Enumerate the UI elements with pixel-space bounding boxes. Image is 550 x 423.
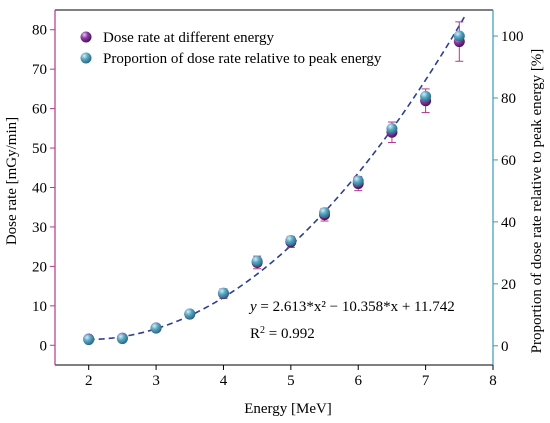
y-left-tick-label: 70 <box>32 62 47 78</box>
legend-marker-dose <box>80 31 92 43</box>
x-tick-label: 2 <box>85 373 93 389</box>
fit-r-squared: R2 = 0.992 <box>250 325 315 343</box>
proportion-point <box>116 333 128 345</box>
proportion-point <box>420 90 432 102</box>
proportion-point <box>453 30 465 42</box>
x-tick-label: 6 <box>354 373 362 389</box>
proportion-point <box>285 234 297 246</box>
y-right-tick-label: 80 <box>501 91 516 107</box>
fit-equation: y = 2.613*x² − 10.358*x + 11.742 <box>248 299 455 315</box>
legend-label-dose: Dose rate at different energy <box>103 30 275 46</box>
x-tick-label: 5 <box>287 373 295 389</box>
proportion-point <box>83 334 95 346</box>
data-points-layer <box>83 21 465 346</box>
y-left-tick-label: 0 <box>40 338 48 354</box>
y-left-tick-label: 40 <box>32 181 47 197</box>
x-tick-label: 8 <box>489 373 497 389</box>
legend-label-proportion: Proportion of dose rate relative to peak… <box>103 51 382 67</box>
proportion-point <box>150 322 162 334</box>
y-left-tick-label: 60 <box>32 102 47 118</box>
legend: Dose rate at different energy Proportion… <box>80 30 382 67</box>
fit-equation-body: 2.613*x² − 10.358*x + 11.742 <box>273 299 455 315</box>
y-right-tick-label: 40 <box>501 215 516 231</box>
y-right-tick-label: 100 <box>501 29 524 45</box>
legend-marker-proportion <box>80 52 92 64</box>
proportion-point <box>217 287 229 299</box>
y-axis-right-label: Proportion of dose rate relative to peak… <box>529 49 545 354</box>
y-left-tick-label: 50 <box>32 141 47 157</box>
x-axis-label: Energy [MeV] <box>244 401 332 417</box>
y-axis-left-label: Dose rate [mGy/min] <box>4 117 20 245</box>
proportion-point <box>319 207 331 219</box>
y-right-tick-label: 20 <box>501 277 516 293</box>
proportion-point <box>251 255 263 267</box>
y-right-tick-label: 60 <box>501 153 516 169</box>
proportion-point <box>386 123 398 135</box>
proportion-point <box>352 175 364 187</box>
y-left-tick-label: 10 <box>32 299 47 315</box>
x-tick-label: 4 <box>220 373 228 389</box>
y-left-tick-label: 30 <box>32 220 47 236</box>
x-tick-label: 7 <box>422 373 430 389</box>
y-left-tick-label: 20 <box>32 259 47 275</box>
y-left-tick-label: 80 <box>32 23 47 39</box>
proportion-point <box>184 308 196 320</box>
x-tick-label: 3 <box>152 373 160 389</box>
fit-r-squared-value: = 0.992 <box>269 326 315 342</box>
y-right-tick-label: 0 <box>501 339 509 355</box>
